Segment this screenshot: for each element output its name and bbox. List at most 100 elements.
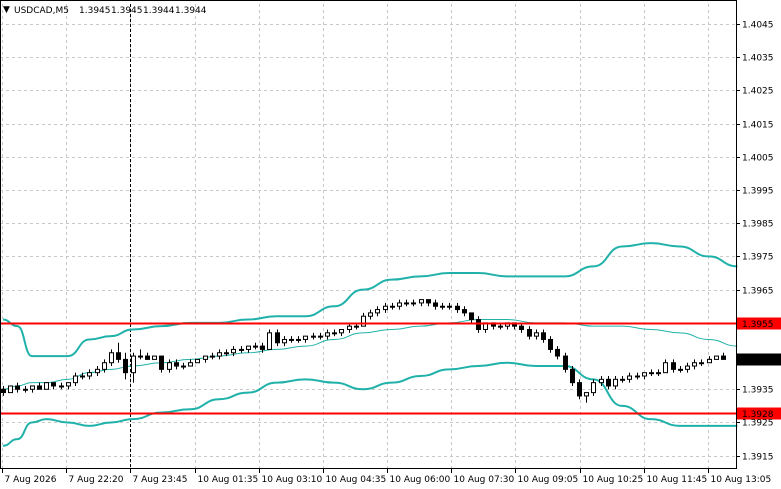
candle-body-bull (642, 372, 647, 377)
horizontal-levels[interactable]: 1.3955 1.3928 1.3944 (0, 317, 781, 421)
candle (411, 299, 416, 307)
candle-body-bull (246, 345, 251, 350)
candle-body-bull (289, 338, 294, 341)
candle (635, 372, 640, 380)
candle (332, 329, 337, 337)
candle-body-bear (433, 302, 438, 307)
candle-body-bull (390, 305, 395, 308)
candle (102, 359, 107, 373)
candle (131, 352, 136, 383)
candle (419, 299, 424, 307)
candle (87, 369, 92, 380)
candle-body-bull (361, 315, 366, 327)
symbol-label: USDCAD,M5 (14, 6, 69, 16)
candle-body-bull (311, 335, 316, 338)
bollinger-lower-line (2, 361, 738, 447)
candle-body-bear (541, 332, 546, 340)
candle (15, 382, 20, 393)
candle (714, 355, 719, 360)
candle-body-bull (397, 302, 402, 307)
candle-body-bull (152, 355, 157, 360)
candle-body-bull (419, 299, 424, 304)
candle (23, 385, 28, 393)
candle (455, 302, 460, 313)
candle (145, 352, 150, 360)
candle-body-bull (332, 332, 337, 335)
candle (347, 322, 352, 333)
y-tick-label: 1.4025 (742, 87, 774, 97)
level-label-bg (737, 317, 781, 330)
candle-body-bull (411, 302, 416, 305)
y-tick-label: 1.3995 (742, 187, 774, 197)
x-tick-label: 7 Aug 22:20 (69, 475, 124, 485)
bollinger-upper-line (2, 242, 738, 358)
candle (577, 379, 582, 400)
y-tick-label: 1.3975 (742, 253, 774, 263)
candle-body-bull (447, 305, 452, 308)
candle (440, 302, 445, 310)
candle-body-bear (527, 329, 532, 337)
chart-grid (0, 4, 736, 469)
candle (476, 316, 481, 333)
candle (174, 359, 179, 370)
candle-body-bull (109, 352, 114, 364)
candle (188, 359, 193, 367)
candle-body-bull (714, 355, 719, 360)
candle (181, 362, 186, 370)
candle (152, 355, 157, 360)
x-tick-label: 10 Aug 04:35 (326, 475, 387, 485)
candle (296, 336, 301, 343)
candle (339, 329, 344, 337)
candle-body-bear (260, 345, 265, 350)
candle-body-bull (167, 362, 172, 370)
y-tick-label: 1.4035 (742, 54, 774, 64)
candle-body-bull (87, 372, 92, 377)
candle-body-bull (239, 348, 244, 351)
candle (642, 372, 647, 380)
candle (109, 349, 114, 367)
candle-body-bull (383, 305, 388, 311)
candle-body-bear (426, 299, 431, 304)
candle-body-bull (8, 385, 13, 394)
candle (217, 349, 222, 360)
x-tick-label: 10 Aug 01:35 (198, 475, 259, 485)
candle-body-bull (368, 312, 373, 317)
candle (599, 376, 604, 386)
candle-body-bull (685, 365, 690, 370)
y-tick-label: 1.3965 (742, 287, 774, 297)
candle (469, 312, 474, 323)
ohlc-open: 1.3945 (79, 6, 111, 16)
x-tick-label: 7 Aug 2026 (5, 475, 57, 485)
candle (563, 352, 568, 373)
symbol-dropdown-icon[interactable]: ▼ (3, 5, 10, 15)
candle-body-bull (66, 382, 71, 387)
candle-body-bear (519, 325, 524, 330)
candle (368, 309, 373, 320)
candle (534, 329, 539, 340)
candle (95, 366, 100, 376)
y-tick-label: 1.4045 (742, 21, 774, 31)
candle (253, 342, 258, 350)
candle-body-bull (663, 362, 668, 374)
candle-body-bull (217, 352, 222, 357)
candle (282, 336, 287, 347)
candle (231, 346, 236, 357)
candle-body-bull (203, 355, 208, 360)
candle-body-bull (699, 362, 704, 365)
candle-body-bull (138, 355, 143, 358)
candle-body-bear (159, 355, 164, 370)
x-tick-label: 10 Aug 03:10 (262, 475, 323, 485)
candle (404, 299, 409, 307)
current-price-bg (737, 353, 781, 366)
candle-body-bear (563, 355, 568, 370)
candle-body-bull (231, 348, 236, 354)
candle-body-bull (620, 378, 625, 381)
candle (318, 332, 323, 340)
y-tick-label: 1.3985 (742, 220, 774, 230)
candle-body-bull (591, 382, 596, 394)
candle-body-bear (455, 305, 460, 311)
candle-body-bear (123, 358, 128, 374)
candle-body-bull (282, 338, 287, 344)
candle-body-bull (498, 325, 503, 328)
